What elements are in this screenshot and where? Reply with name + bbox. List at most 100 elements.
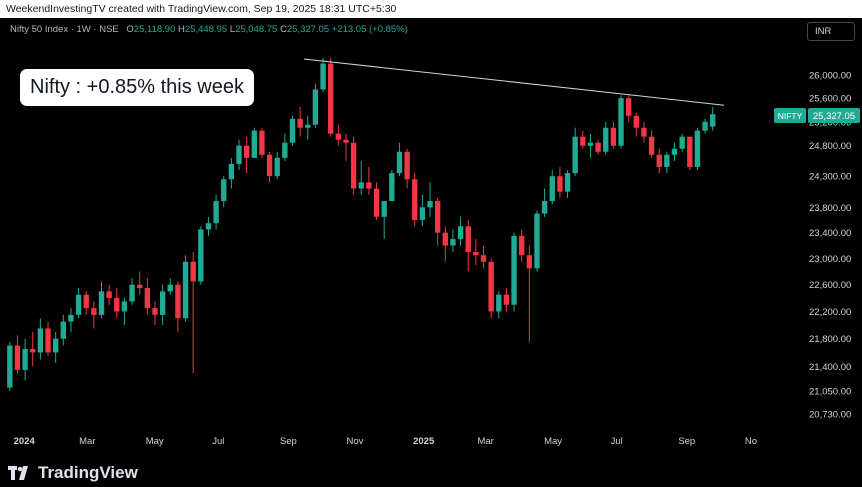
candle (656, 148, 662, 174)
candle-body (442, 232, 448, 246)
candle (664, 151, 670, 174)
candle-body (236, 145, 242, 164)
candle (396, 142, 403, 177)
candle (450, 229, 456, 252)
candle (198, 226, 204, 285)
candle (496, 291, 502, 319)
candle-body (289, 118, 296, 143)
y-tick-label: 26,000.00 (809, 71, 851, 82)
candle-body (343, 139, 349, 143)
candle (603, 121, 609, 155)
chart-credit-bar: WeekendInvestingTV created with TradingV… (0, 0, 862, 18)
high-value: 25,448.95 (184, 24, 228, 35)
candle (228, 157, 235, 189)
candle-body (144, 288, 151, 309)
close-label: C (279, 24, 287, 35)
candle-body (114, 298, 120, 312)
candle-body (106, 291, 112, 299)
candle-body (312, 89, 319, 125)
x-tick-label: Sep (280, 436, 297, 447)
candle-body (595, 142, 601, 152)
brand-logo[interactable]: TradingView (8, 463, 138, 483)
candle (572, 127, 578, 177)
candle-body (282, 142, 288, 158)
candle (297, 106, 303, 137)
candle (91, 301, 97, 329)
candle-body (98, 291, 105, 315)
candle (350, 136, 357, 195)
candle (511, 232, 517, 312)
candle (335, 124, 342, 146)
time-axis[interactable]: 2024 Mar May Jul Sep Nov 2025 Mar May Jul Sep No (14, 436, 757, 447)
candle-body (710, 114, 716, 127)
candle (373, 182, 380, 220)
candle (648, 130, 655, 158)
tradingview-logo-icon (8, 466, 28, 480)
candle (541, 188, 548, 217)
candle (37, 318, 44, 360)
price-chart[interactable]: 20,730.00 21,050.00 21,400.00 21,800.00 22,2… (0, 0, 862, 456)
candle (343, 133, 349, 161)
candle (159, 284, 166, 326)
candle (205, 216, 212, 236)
candle-body (14, 345, 21, 370)
candle-body (564, 173, 571, 192)
candle (98, 281, 105, 319)
currency-button[interactable]: INR (807, 22, 855, 41)
candle (106, 284, 112, 305)
candle (580, 130, 586, 149)
candle (14, 335, 21, 374)
x-tick-label: 2024 (14, 436, 36, 447)
candle-body (633, 115, 639, 128)
symbol-name[interactable]: Nifty 50 Index · 1W · NSE (10, 24, 119, 35)
candle (190, 251, 196, 374)
candle-body (557, 176, 563, 192)
candle-body (541, 201, 548, 214)
candle (60, 314, 66, 346)
candle (381, 201, 387, 240)
candle (618, 95, 624, 149)
candle (641, 121, 647, 143)
candle (488, 258, 494, 319)
candle-body (205, 223, 212, 230)
candle-body (182, 261, 189, 319)
candle-body (603, 127, 609, 152)
y-tick-label: 24,300.00 (809, 172, 851, 183)
y-tick-label: 21,050.00 (809, 387, 851, 398)
candle (114, 288, 120, 319)
y-tick-label: 24,800.00 (809, 141, 851, 152)
candle-body (7, 345, 13, 388)
candle (30, 331, 36, 367)
price-tag-value: 25,327.05 (813, 111, 855, 122)
candle-body (320, 63, 326, 90)
candle (121, 298, 128, 326)
candle-body (75, 294, 82, 315)
symbol-legend: Nifty 50 Index · 1W · NSE O25,118.90 H25… (10, 24, 408, 35)
candle-body (121, 301, 128, 312)
candle (526, 245, 533, 343)
candle (312, 83, 319, 128)
candle-body (297, 118, 303, 128)
candle-body (457, 226, 464, 240)
candle (419, 194, 426, 227)
candle-body (266, 154, 273, 177)
candle (679, 133, 685, 152)
candle-body (679, 136, 685, 149)
candle (243, 136, 250, 174)
low-label: L (229, 24, 236, 35)
candle-body (434, 201, 441, 233)
x-tick-label: Mar (477, 436, 493, 447)
candle (587, 133, 594, 158)
x-tick-label: Jul (212, 436, 224, 447)
candle-body (30, 349, 36, 353)
candle-body (259, 130, 265, 155)
candle (480, 245, 487, 269)
candle-body (580, 136, 586, 146)
candle-body (37, 328, 44, 353)
x-tick-label: Nov (347, 436, 364, 447)
x-tick-label: Sep (678, 436, 695, 447)
candle-body (488, 261, 494, 312)
candle-body (610, 127, 617, 146)
candle (182, 255, 189, 322)
candle (687, 136, 693, 171)
